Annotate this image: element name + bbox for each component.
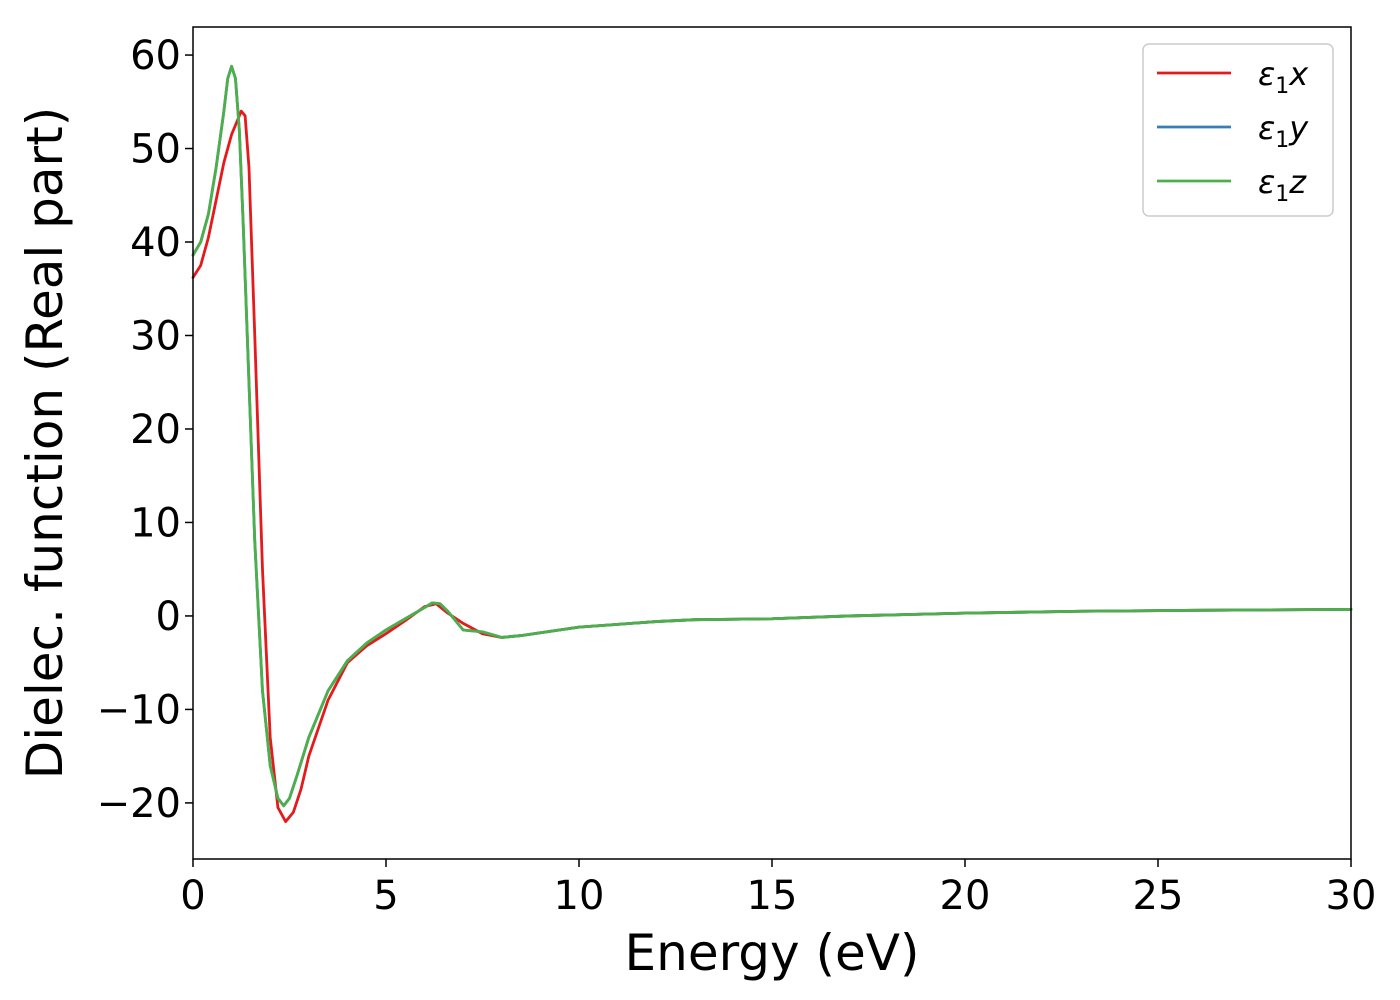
legend-symbol: ε	[1258, 55, 1275, 93]
y-tick-label: 0	[156, 594, 181, 640]
x-tick-label: 10	[554, 873, 605, 919]
y-axis-label: Dielec. function (Real part)	[16, 107, 74, 779]
legend-subscript: 1	[1275, 128, 1289, 153]
series-layer	[191, 64, 1353, 824]
y-axis: −20 −10 0 10 20 30 40 50 60	[97, 33, 193, 827]
x-tick-label: 0	[180, 873, 205, 919]
x-tick-label: 15	[747, 873, 798, 919]
y-tick-label: 20	[130, 407, 181, 453]
x-tick-label: 30	[1326, 873, 1377, 919]
x-axis-label: Energy (eV)	[625, 924, 920, 982]
y-tick-label: 30	[130, 313, 181, 359]
y-tick-label: −20	[97, 781, 181, 827]
legend-label-epsilon1y: ε1y	[1258, 109, 1309, 153]
x-tick-label: 20	[940, 873, 991, 919]
legend-subscript: 1	[1275, 182, 1289, 207]
legend-component: y	[1288, 109, 1309, 147]
y-tick-label: 40	[130, 220, 181, 266]
x-tick-label: 5	[373, 873, 398, 919]
legend-label-epsilon1z: ε1z	[1258, 163, 1307, 207]
series-line-epsilon1z	[191, 64, 1353, 808]
legend-box	[1142, 43, 1334, 217]
x-tick-label: 25	[1133, 873, 1184, 919]
y-tick-label: 50	[130, 127, 181, 173]
legend-symbol: ε	[1258, 163, 1275, 201]
legend-label-epsilon1x: ε1x	[1258, 55, 1309, 99]
x-axis: 0 5 10 15 20 25 30	[180, 859, 1376, 919]
legend-component: z	[1288, 163, 1307, 201]
legend-symbol: ε	[1258, 109, 1275, 147]
legend-subscript: 1	[1275, 74, 1289, 99]
legend-component: x	[1288, 55, 1309, 93]
y-tick-label: 10	[130, 500, 181, 546]
y-tick-label: −10	[97, 687, 181, 733]
y-tick-label: 60	[130, 33, 181, 79]
